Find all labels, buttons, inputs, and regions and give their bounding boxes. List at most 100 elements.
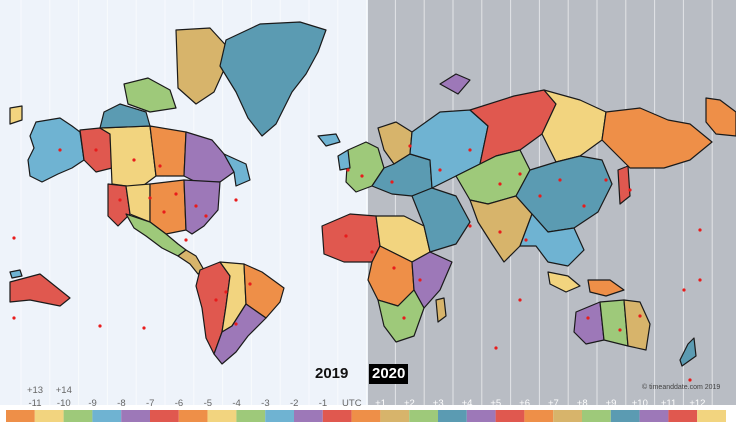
city-dot	[638, 314, 642, 318]
city-dot	[148, 196, 152, 200]
city-dot	[118, 198, 122, 202]
city-dot	[524, 238, 528, 242]
utc-offset-label: -3	[261, 398, 269, 409]
utc-offset-label: -7	[146, 398, 154, 409]
city-dot	[558, 178, 562, 182]
utc-offset-label: +11	[661, 398, 676, 409]
utc-offset-label: -9	[88, 398, 96, 409]
alaska-region	[27, 117, 85, 183]
city-dot	[468, 224, 472, 228]
pacific-island-west	[9, 273, 71, 307]
russia-far-east	[601, 107, 713, 169]
city-dot	[418, 278, 422, 282]
utc-offset-label: +9	[606, 398, 617, 409]
city-dot	[174, 192, 178, 196]
city-dot	[498, 230, 502, 234]
utc-offset-label: -1	[319, 398, 327, 409]
city-dot	[582, 204, 586, 208]
city-dot	[698, 228, 702, 232]
city-dot	[162, 210, 166, 214]
offset-color-cell	[294, 410, 323, 422]
canada-central-region	[149, 125, 187, 177]
offset-color-cell	[322, 410, 352, 422]
utc-offset-label: -10	[57, 398, 71, 409]
offset-color-cell	[553, 410, 582, 422]
date-label-right: 2020	[369, 364, 409, 384]
usa-eastern	[183, 179, 221, 235]
city-dot	[234, 198, 238, 202]
city-dot	[12, 236, 16, 240]
canada-eastern-region	[183, 131, 235, 183]
city-dot	[98, 324, 102, 328]
canada-north-islands	[99, 103, 151, 129]
utc-offset-label: -11	[28, 398, 41, 409]
offset-color-cell	[236, 410, 266, 422]
city-dot	[248, 282, 252, 286]
city-dot	[518, 298, 522, 302]
city-dot	[604, 178, 608, 182]
city-dot	[224, 290, 228, 294]
city-dot	[392, 266, 396, 270]
atlantic-canada	[223, 153, 251, 187]
city-dot	[628, 188, 632, 192]
alaska-peninsula	[9, 105, 23, 125]
city-dot	[204, 214, 208, 218]
offset-color-cell	[495, 410, 525, 422]
utc-offset-label: +2	[404, 398, 415, 409]
australia-east	[623, 299, 651, 351]
utc-offset-label: -5	[204, 398, 212, 409]
city-dot	[360, 174, 364, 178]
utc-offset-extra-label: +13	[27, 385, 43, 396]
city-dot	[408, 144, 412, 148]
city-dot	[682, 288, 686, 292]
novaya-zemlya	[439, 73, 471, 95]
utc-offset-label: +8	[577, 398, 588, 409]
iceland	[317, 133, 341, 147]
city-dot	[12, 316, 16, 320]
utc-offset-label: -6	[175, 398, 183, 409]
city-dot	[468, 148, 472, 152]
australia-west	[573, 301, 605, 345]
offset-color-cell	[524, 410, 554, 422]
utc-offset-extra-label: +14	[56, 385, 72, 396]
copyright-notice: © timeanddate.com 2019	[642, 384, 721, 391]
utc-offset-label: -8	[117, 398, 125, 409]
madagascar	[435, 297, 447, 323]
city-dot	[184, 238, 188, 242]
indonesia-west	[547, 271, 581, 293]
city-dot	[402, 316, 406, 320]
baffin-island	[175, 27, 233, 105]
city-dot	[214, 298, 218, 302]
offset-color-cell	[351, 410, 381, 422]
offset-color-cell	[438, 410, 467, 422]
offset-color-cell	[610, 410, 640, 422]
city-dot	[498, 182, 502, 186]
city-dot	[688, 378, 692, 382]
south-america-south	[213, 303, 267, 365]
new-zealand	[679, 337, 697, 367]
middle-east	[411, 187, 471, 253]
offset-color-cell	[92, 410, 122, 422]
city-dot	[346, 168, 350, 172]
utc-offset-label: UTC	[342, 398, 362, 409]
city-dot	[58, 148, 62, 152]
far-east-islands	[705, 97, 736, 137]
uk-ireland	[337, 149, 351, 171]
offset-color-cell	[34, 410, 64, 422]
offset-color-cell	[207, 410, 237, 422]
utc-offset-label: +4	[462, 398, 473, 409]
australia-central	[599, 299, 629, 347]
utc-offset-label: -2	[290, 398, 298, 409]
city-dot	[586, 316, 590, 320]
china	[515, 155, 613, 233]
arctic-archipelago	[123, 77, 177, 113]
offset-color-cell	[380, 410, 410, 422]
africa-south	[377, 289, 425, 343]
city-dot	[194, 204, 198, 208]
offset-color-cell	[265, 410, 294, 422]
city-dot	[344, 234, 348, 238]
utc-offset-label: +10	[632, 398, 648, 409]
offset-color-cell	[639, 410, 669, 422]
city-dot	[234, 322, 238, 326]
city-dot	[158, 164, 162, 168]
